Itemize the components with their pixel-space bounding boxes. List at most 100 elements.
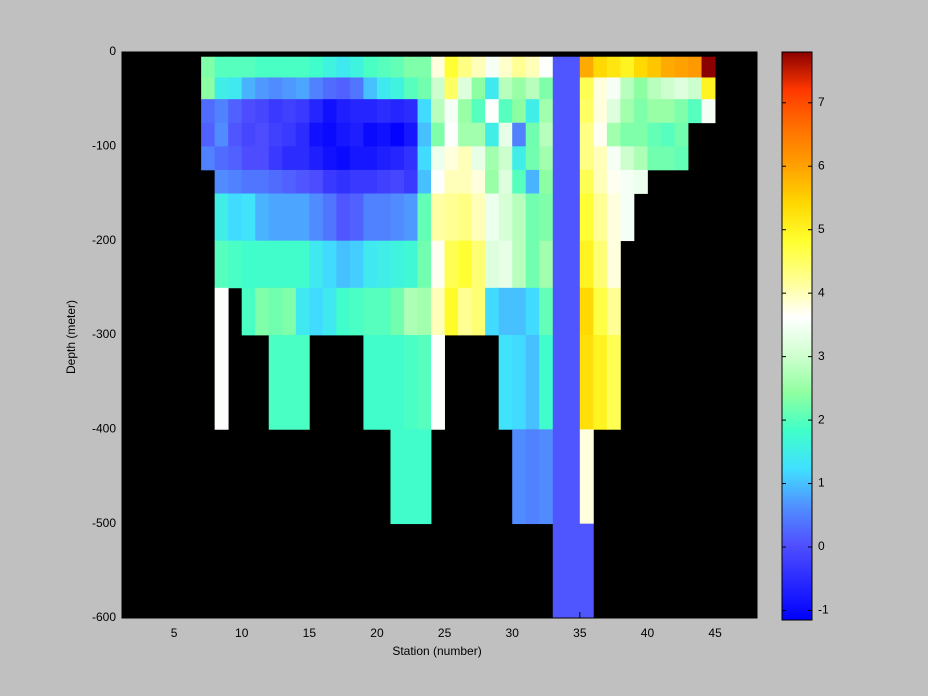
heatmap-cell xyxy=(390,287,405,336)
heatmap-cell xyxy=(444,122,459,147)
heatmap-cell xyxy=(241,287,256,336)
heatmap-cell xyxy=(390,77,405,100)
heatmap-cell xyxy=(403,287,418,336)
heatmap-cell xyxy=(309,169,324,194)
heatmap-cell xyxy=(376,99,391,124)
y-tick-label: -200 xyxy=(92,233,116,247)
heatmap-cell xyxy=(309,56,324,78)
y-tick-label: -300 xyxy=(92,327,116,341)
heatmap-cell xyxy=(309,77,324,100)
heatmap-cell xyxy=(512,56,527,78)
heatmap-cell xyxy=(593,99,608,124)
heatmap-cell xyxy=(417,99,432,124)
y-tick-label: -600 xyxy=(92,610,116,624)
heatmap-cell xyxy=(403,99,418,124)
heatmap-cell xyxy=(444,56,459,78)
heatmap-cell xyxy=(539,287,554,336)
heatmap-cell xyxy=(295,287,310,336)
heatmap-cell xyxy=(498,287,513,336)
heatmap-cell xyxy=(539,429,554,525)
heatmap-cell xyxy=(620,169,635,194)
colorbar-tick-label: -1 xyxy=(818,603,829,617)
heatmap-cell xyxy=(579,77,594,100)
heatmap-cell xyxy=(552,56,567,78)
heatmap-cell xyxy=(241,99,256,124)
heatmap-cell xyxy=(390,169,405,194)
heatmap-cell xyxy=(660,122,675,147)
heatmap-cell xyxy=(417,240,432,289)
heatmap-cell xyxy=(282,335,297,430)
heatmap-cell xyxy=(525,122,540,147)
heatmap-cell xyxy=(417,335,432,430)
heatmap-cell xyxy=(322,240,337,289)
heatmap-cell xyxy=(512,240,527,289)
heatmap-cell xyxy=(376,287,391,336)
heatmap-cell xyxy=(295,146,310,171)
heatmap-cell xyxy=(674,77,689,100)
heatmap-cell xyxy=(282,169,297,194)
heatmap-cell xyxy=(674,99,689,124)
heatmap-cell xyxy=(647,99,662,124)
heatmap-cell xyxy=(268,146,283,171)
heatmap-cell xyxy=(688,56,702,78)
heatmap-cell xyxy=(431,287,445,336)
heatmap-cell xyxy=(403,335,418,430)
heatmap-cell xyxy=(282,146,297,171)
heatmap-cell xyxy=(214,240,229,289)
heatmap-cell xyxy=(593,56,608,78)
heatmap-cell xyxy=(566,77,581,100)
heatmap-cell xyxy=(620,77,635,100)
heatmap-cell xyxy=(322,193,337,242)
heatmap-cell xyxy=(701,56,716,78)
heatmap-cell xyxy=(349,169,364,194)
colorbar xyxy=(781,51,813,621)
heatmap-cell xyxy=(336,193,351,242)
heatmap-cell xyxy=(471,99,486,124)
colorbar-tick-label: 4 xyxy=(818,285,825,299)
heatmap-cell xyxy=(471,287,486,336)
heatmap-cell xyxy=(336,77,351,100)
heatmap-cell xyxy=(336,56,351,78)
heatmap-cell xyxy=(579,99,594,124)
heatmap-cell xyxy=(214,146,229,171)
heatmap-cell xyxy=(322,287,337,336)
heatmap-cell xyxy=(498,99,513,124)
heatmap-cell xyxy=(471,122,486,147)
heatmap-cell xyxy=(201,56,216,78)
colorbar-tick-label: 5 xyxy=(818,222,825,236)
heatmap-cell xyxy=(309,287,324,336)
heatmap-cell xyxy=(255,99,270,124)
heatmap-cell xyxy=(390,193,405,242)
heatmap-cell xyxy=(485,77,500,100)
heatmap-cell xyxy=(606,240,621,289)
heatmap-cell xyxy=(241,193,256,242)
heatmap-cell xyxy=(295,169,310,194)
heatmap-cell xyxy=(471,146,486,171)
heatmap-cell xyxy=(498,122,513,147)
heatmap-cell xyxy=(485,169,500,194)
heatmap-cell xyxy=(255,169,270,194)
heatmap-cell xyxy=(255,122,270,147)
heatmap-cell xyxy=(593,193,608,242)
heatmap-cell xyxy=(390,429,405,525)
heatmap-cell xyxy=(498,169,513,194)
heatmap-cell xyxy=(403,146,418,171)
heatmap-cell xyxy=(566,56,581,78)
heatmap-cell xyxy=(498,146,513,171)
colorbar-tick-label: 7 xyxy=(818,95,825,109)
heatmap-cell xyxy=(552,523,567,619)
heatmap-cell xyxy=(552,193,567,242)
heatmap-cell xyxy=(606,335,621,430)
heatmap-cell xyxy=(214,335,229,430)
heatmap-cell xyxy=(417,287,432,336)
x-tick-label: 15 xyxy=(303,626,317,640)
heatmap-cell xyxy=(539,193,554,242)
heatmap-cell xyxy=(444,169,459,194)
heatmap-cell xyxy=(539,77,554,100)
heatmap-cell xyxy=(498,240,513,289)
y-tick-label: -100 xyxy=(92,139,116,153)
heatmap-cell xyxy=(525,56,540,78)
heatmap-cell xyxy=(255,146,270,171)
colorbar-tick-label: 6 xyxy=(818,158,825,172)
